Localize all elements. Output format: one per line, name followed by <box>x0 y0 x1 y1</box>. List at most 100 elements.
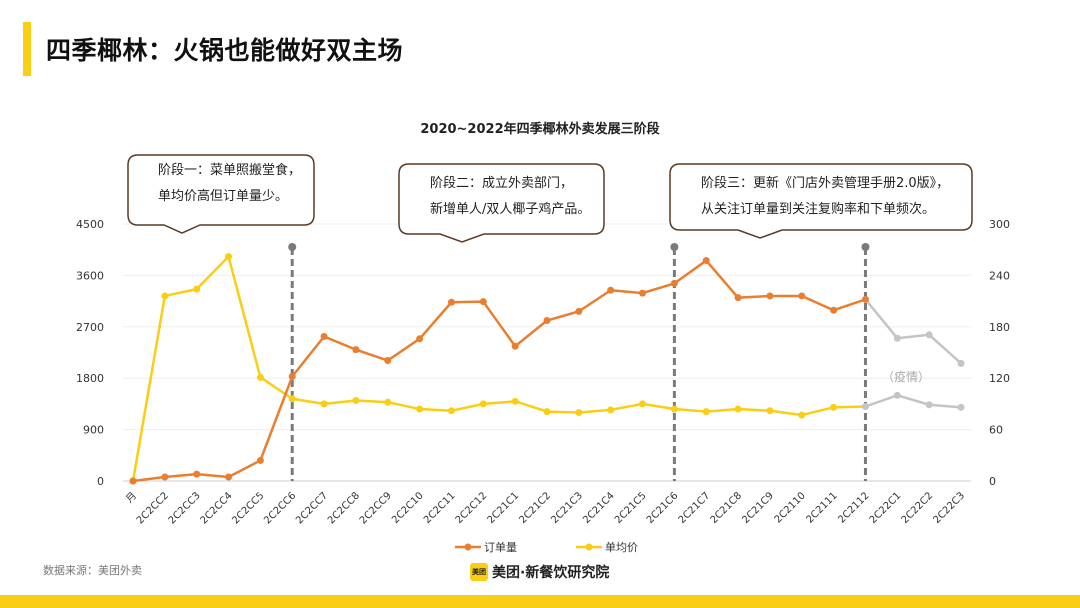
x-tick-label: 2C2CC3 <box>167 490 203 526</box>
point-unit-price-epidemic <box>893 391 901 399</box>
point-order-volume <box>511 342 519 350</box>
point-order-volume <box>129 477 137 485</box>
point-order-volume <box>161 473 169 481</box>
x-tick-label: 2C21C6 <box>645 490 681 526</box>
bottom-accent-bar <box>0 595 1080 608</box>
meituan-logo: 美团 美团·新餐饮研究院 <box>470 562 609 582</box>
legend: 订单量 单均价 <box>455 541 638 554</box>
y-left-tick-label: 4500 <box>76 218 104 231</box>
point-unit-price <box>320 400 328 408</box>
point-order-volume <box>607 286 615 294</box>
point-order-volume <box>384 356 392 364</box>
x-tick-label: 2C2CC6 <box>262 490 298 526</box>
point-order-volume <box>225 473 233 481</box>
x-tick-label: 2C22C2 <box>900 490 936 526</box>
y-right-tick-label: 60 <box>989 424 1003 437</box>
callout-stage-3-line-1: 阶段三：更新《门店外卖管理手册2.0版》， <box>701 176 950 191</box>
x-tick-label: 2C2110 <box>773 490 808 525</box>
y-left-tick-label: 0 <box>97 475 104 488</box>
x-tick-label: 2C22C3 <box>931 490 967 526</box>
point-order-volume <box>702 257 710 265</box>
point-unit-price <box>702 408 710 416</box>
point-order-volume <box>320 333 328 341</box>
y-right-tick-label: 240 <box>989 269 1010 282</box>
y-left-tick-label: 900 <box>83 424 104 437</box>
point-unit-price <box>798 411 806 419</box>
callout-bubble-1 <box>127 154 315 234</box>
point-order-volume <box>256 456 264 464</box>
callout-bubble-2 <box>398 163 605 243</box>
callout-stage-2: 阶段二：成立外卖部门， 新增单人/双人椰子鸡产品。 <box>430 171 590 223</box>
x-tick-label: 2C2112 <box>836 490 871 525</box>
chart-title: 2020~2022年四季椰林外卖发展三阶段 <box>420 122 660 137</box>
x-tick-label: 2C2CC8 <box>326 490 362 526</box>
legend-marker-order-volume <box>464 543 472 551</box>
point-unit-price <box>193 285 201 293</box>
point-unit-price <box>352 396 360 404</box>
point-unit-price <box>607 406 615 414</box>
meituan-logo-text: 美团·新餐饮研究院 <box>492 565 610 581</box>
point-order-volume <box>352 346 360 354</box>
x-tick-label: 2C21C2 <box>517 490 553 526</box>
point-unit-price <box>384 398 392 406</box>
point-unit-price <box>447 407 455 415</box>
axis-labels: 09001800270036004500060120180240300月2C2C… <box>76 218 1010 526</box>
x-tick-label: 2C2CC7 <box>294 490 330 526</box>
point-unit-price <box>766 407 774 415</box>
stage-divider-dot <box>670 243 679 251</box>
callout-stage-3: 阶段三：更新《门店外卖管理手册2.0版》， 从关注订单量到关注复购率和下单频次。 <box>701 171 949 223</box>
point-unit-price <box>670 405 678 413</box>
stage-dividers <box>288 243 870 481</box>
series-line-unit-price-epidemic <box>865 394 962 409</box>
point-order-volume <box>193 470 201 478</box>
point-unit-price <box>734 405 742 413</box>
callout-stage-1: 阶段一：菜单照搬堂食， 单均价高但订单量少。 <box>158 158 301 210</box>
callout-stage-1-line-1: 阶段一：菜单照搬堂食， <box>158 163 302 178</box>
callout-bubble-3 <box>669 163 973 239</box>
point-unit-price <box>575 408 583 416</box>
point-order-volume <box>288 372 296 380</box>
point-order-volume-epidemic <box>925 331 933 339</box>
grid-lines <box>123 223 971 482</box>
x-tick-label: 月 <box>124 490 140 506</box>
point-order-volume-epidemic <box>893 334 901 342</box>
callout-stage-3-line-2: 从关注订单量到关注复购率和下单频次。 <box>701 202 936 217</box>
meituan-logo-icon: 美团 <box>470 563 488 581</box>
y-left-tick-label: 2700 <box>76 321 104 334</box>
x-tick-label: 2C21C4 <box>581 490 617 526</box>
x-tick-label: 2C2CC5 <box>230 490 266 526</box>
point-unit-price <box>256 373 264 381</box>
callout-shapes <box>127 154 973 243</box>
callout-stage-1-line-2: 单均价高但订单量少。 <box>158 189 289 204</box>
callout-stage-2-line-2: 新增单人/双人椰子鸡产品。 <box>430 202 591 217</box>
x-tick-label: 2C21C8 <box>709 490 745 526</box>
y-right-tick-label: 180 <box>989 321 1010 334</box>
point-order-volume <box>670 279 678 287</box>
epidemic-label: （疫情） <box>882 369 930 384</box>
data-source: 数据来源：美团外卖 <box>43 564 142 577</box>
series-line-order-volume-epidemic <box>864 298 962 365</box>
y-left-tick-label: 3600 <box>76 269 104 282</box>
x-tick-label: 2C21C3 <box>549 490 585 526</box>
x-tick-label: 2C2CC2 <box>135 490 171 526</box>
legend-label-order-volume: 订单量 <box>484 541 517 554</box>
title-accent-bar <box>23 22 31 76</box>
x-tick-label: 2C21C9 <box>740 490 776 526</box>
x-tick-label: 2C21C5 <box>613 490 649 526</box>
page-title: 四季椰林：火锅也能做好双主场 <box>46 36 404 65</box>
point-unit-price-epidemic <box>925 401 933 409</box>
point-unit-price <box>543 408 551 416</box>
stage-divider-dot <box>861 243 870 251</box>
x-tick-label: 2C2C12 <box>454 490 490 526</box>
point-order-volume <box>575 307 583 315</box>
x-tick-label: 2C2111 <box>805 490 840 525</box>
point-unit-price <box>511 397 519 405</box>
x-tick-label: 2C21C7 <box>677 490 713 526</box>
point-order-volume <box>830 306 838 314</box>
point-unit-price <box>288 395 296 403</box>
legend-marker-unit-price <box>585 543 593 551</box>
point-order-volume <box>734 294 742 302</box>
point-unit-price <box>479 400 487 408</box>
y-right-tick-label: 0 <box>989 475 996 488</box>
